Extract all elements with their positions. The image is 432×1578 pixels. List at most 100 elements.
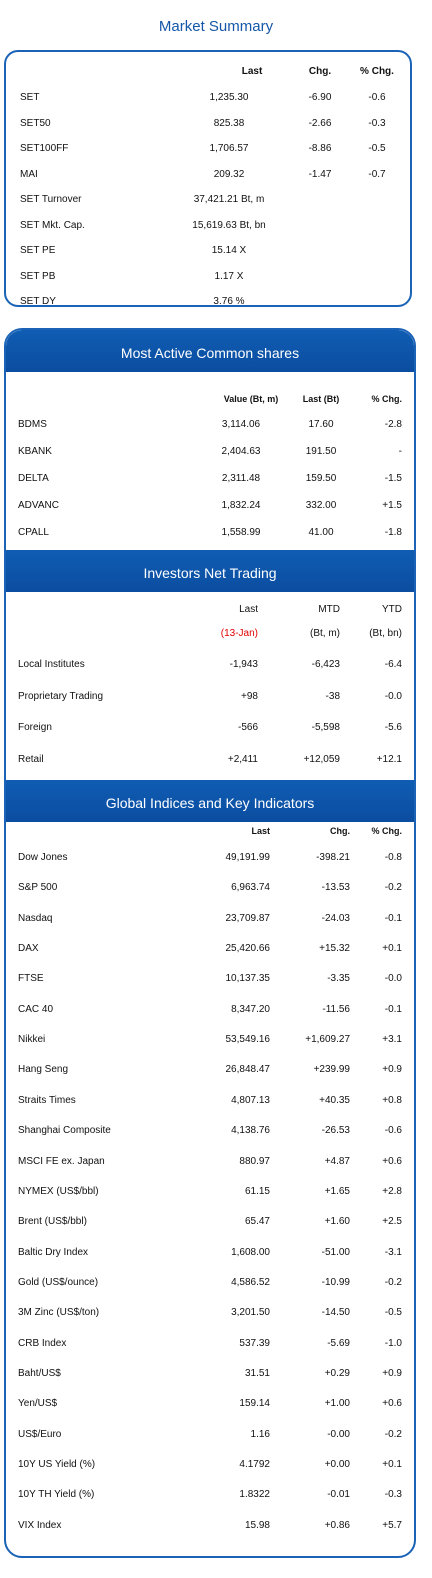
market-summary-row: SET 1,235.30 -6.90 -0.6 (6, 92, 410, 112)
investors-row: Local Institutes -1,943 -6,423 -6.4 (6, 659, 414, 675)
inv-header-last: Last (239, 604, 258, 615)
ma-row-pct: -2.8 (384, 419, 402, 430)
inv-row-name: Local Institutes (18, 659, 85, 670)
global-row: Hang Seng 26,848.47 +239.99 +0.9 (6, 1064, 414, 1080)
gl-row-chg: +1.65 (324, 1185, 350, 1197)
ms-row-last: 15.14 X (211, 245, 247, 256)
gl-row-last: 4.1792 (239, 1459, 270, 1470)
gl-row-name: CRB Index (18, 1337, 67, 1349)
market-summary-title: Market Summary (158, 18, 274, 35)
ma-row-name: KBANK (18, 446, 52, 457)
gl-row-pct: -0.2 (384, 882, 402, 894)
global-row: Nasdaq 23,709.87 -24.03 -0.1 (6, 913, 414, 929)
inv-row-mtd: +12,059 (303, 753, 340, 765)
gl-row-chg: +1.00 (324, 1398, 350, 1410)
gl-row-chg: -11.56 (322, 1003, 350, 1015)
gl-row-pct: +0.1 (382, 943, 402, 955)
inv-header-mtd-unit: (Bt, m) (310, 628, 340, 639)
gl-row-last: 23,709.87 (225, 912, 271, 924)
gl-row-chg: -13.53 (321, 882, 350, 894)
market-summary-row: SET100FF 1,706.57 -8.86 -0.5 (6, 143, 410, 163)
gl-row-chg: +15.32 (319, 943, 350, 955)
ma-row-last: 159.50 (305, 473, 337, 484)
market-summary-row: MAI 209.32 -1.47 -0.7 (6, 169, 410, 189)
gl-row-pct: +2.5 (382, 1216, 402, 1228)
global-row: NYMEX (US$/bbl) 61.15 +1.65 +2.8 (6, 1186, 414, 1202)
ma-row-value: 2,404.63 (221, 446, 261, 457)
ms-row-last: 825.38 (213, 117, 245, 129)
gl-row-last: 1.8322 (239, 1489, 270, 1501)
gl-row-name: US$/Euro (18, 1428, 62, 1440)
gl-row-pct: +0.1 (382, 1459, 402, 1470)
ms-row-chg: -6.90 (308, 92, 332, 103)
ms-row-pct: -0.6 (368, 92, 386, 103)
gl-header-pct: % Chg. (371, 826, 403, 836)
gl-row-last: 26,848.47 (225, 1064, 271, 1076)
ms-row-name: SET DY (20, 296, 56, 307)
ma-row-pct: -1.5 (384, 473, 402, 484)
inv-row-name: Foreign (18, 722, 52, 733)
ms-row-last: 1.17 X (214, 270, 244, 282)
gl-row-pct: -0.3 (384, 1489, 402, 1501)
ms-row-name: MAI (20, 168, 38, 180)
gl-row-last: 53,549.16 (225, 1034, 271, 1046)
gl-row-pct: +3.1 (382, 1034, 402, 1046)
ms-row-pct: -0.5 (368, 143, 386, 154)
gl-row-chg: +1,609.27 (305, 1034, 350, 1046)
global-row: FTSE 10,137.35 -3.35 -0.0 (6, 973, 414, 989)
gl-row-name: Nikkei (18, 1034, 46, 1046)
gl-row-last: 15.98 (244, 1519, 270, 1531)
gl-row-pct: +0.6 (382, 1155, 402, 1167)
ms-row-name: SET PB (20, 270, 56, 282)
global-row: 10Y US Yield (%) 4.1792 +0.00 +0.1 (6, 1459, 414, 1475)
inv-header-date: (13-Jan) (220, 628, 258, 639)
gl-row-name: 10Y US Yield (%) (18, 1459, 96, 1470)
market-summary-row: SET50 825.38 -2.66 -0.3 (6, 118, 410, 138)
gl-row-pct: +0.6 (382, 1398, 402, 1410)
gl-row-name: DAX (18, 943, 39, 955)
gl-row-pct: -0.5 (384, 1307, 402, 1319)
gl-row-pct: -0.6 (384, 1125, 402, 1137)
inv-row-ytd: +12.1 (376, 753, 402, 765)
global-header: Global Indices and Key Indicators (6, 780, 414, 822)
ma-row-pct: -1.8 (384, 527, 402, 538)
gl-row-last: 4,138.76 (231, 1125, 270, 1137)
inv-row-last: -1,943 (229, 659, 258, 670)
most-active-row: ADVANC 1,832.24 332.00 +1.5 (6, 500, 414, 516)
ma-row-value: 1,832.24 (221, 500, 261, 511)
gl-row-name: NYMEX (US$/bbl) (18, 1185, 99, 1197)
gl-row-chg: +4.87 (324, 1155, 350, 1167)
ms-row-last: 1,235.30 (209, 92, 249, 103)
ms-row-last: 1,706.57 (209, 143, 249, 154)
gl-row-name: Yen/US$ (18, 1398, 58, 1410)
gl-row-name: VIX Index (18, 1519, 62, 1531)
market-summary-row: SET PE 15.14 X (6, 245, 410, 265)
gl-row-chg: -51.00 (321, 1246, 350, 1258)
ms-row-chg: -8.86 (308, 143, 332, 154)
global-row: US$/Euro 1.16 -0.00 -0.2 (6, 1429, 414, 1445)
gl-row-name: Brent (US$/bbl) (18, 1216, 87, 1228)
ms-row-chg: -1.47 (308, 168, 332, 180)
gl-row-last: 31.51 (244, 1367, 270, 1379)
global-row: Baht/US$ 31.51 +0.29 +0.9 (6, 1368, 414, 1384)
inv-row-ytd: -6.4 (384, 659, 402, 670)
gl-row-pct: -3.1 (384, 1246, 402, 1258)
global-row: MSCI FE ex. Japan 880.97 +4.87 +0.6 (6, 1156, 414, 1172)
ms-row-pct: -0.7 (368, 168, 386, 180)
gl-row-last: 6,963.74 (231, 882, 270, 894)
market-summary-row: SET DY 3.76 % (6, 296, 410, 316)
ma-header-last: Last (Bt) (302, 394, 340, 404)
gl-row-last: 1.16 (250, 1428, 270, 1440)
gl-row-last: 4,807.13 (231, 1094, 270, 1106)
global-row: CAC 40 8,347.20 -11.56 -0.1 (6, 1004, 414, 1020)
inv-row-mtd: -5,598 (311, 722, 340, 733)
gl-row-chg: -0.01 (327, 1489, 350, 1501)
data-panel: Most Active Common shares Value (Bt, m) … (4, 328, 416, 1558)
gl-row-last: 10,137.35 (225, 973, 271, 985)
ms-row-last: 3.76 % (213, 296, 245, 307)
gl-row-name: Nasdaq (18, 912, 53, 924)
inv-row-last: +2,411 (227, 753, 258, 765)
gl-row-last: 1,608.00 (231, 1246, 270, 1258)
ms-row-last: 209.32 (213, 168, 245, 180)
market-summary-row: SET Turnover 37,421.21 Bt, m (6, 194, 410, 214)
